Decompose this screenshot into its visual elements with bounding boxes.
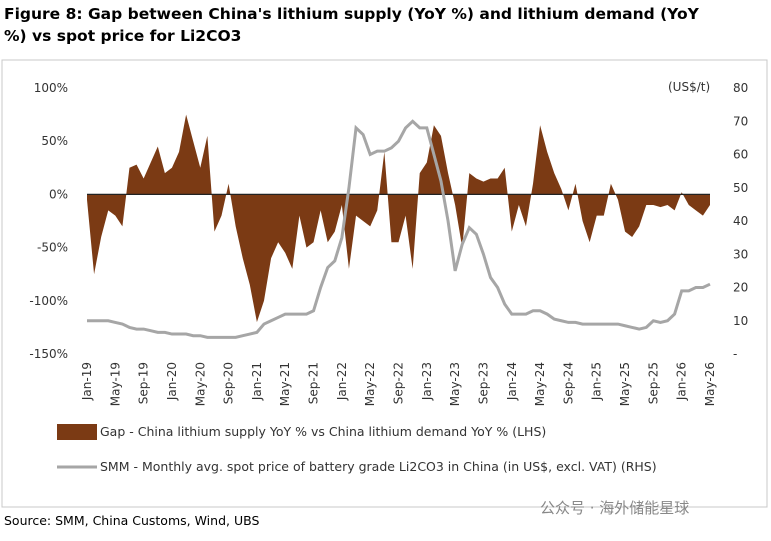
x-tick-label: Sep-25 [646,362,660,404]
x-tick-label: Sep-20 [222,362,236,404]
legend-label: Gap - China lithium supply YoY % vs Chin… [100,424,546,439]
y2-tick-label: 20 [733,281,748,295]
y-tick-label: 0% [49,187,68,201]
line [87,119,711,339]
y2-tick-label: 10 [733,314,748,328]
y-tick-label: 100% [34,81,68,95]
y2-tick-label: 30 [733,247,748,261]
y2-axis-label: (US$/t) [668,80,710,94]
x-tick-label: May-23 [448,362,462,406]
x-tick-label: May-21 [278,362,292,406]
x-tick-label: Sep-24 [561,362,575,404]
x-tick-label: May-22 [363,362,377,406]
x-tick-label: May-20 [193,362,207,406]
x-tick-label: Sep-21 [307,362,321,404]
x-tick-label: Jan-22 [335,362,349,401]
y2-tick-label: 60 [733,148,748,162]
y-tick-label: 50% [41,134,68,148]
x-tick-label: Sep-22 [392,362,406,404]
watermark: 公众号 · 海外储能星球 [540,499,689,517]
x-tick-label: Jan-19 [80,362,94,401]
area [87,114,710,323]
legend-swatch [57,424,97,440]
source: Source: SMM, China Customs, Wind, UBS [4,513,259,528]
x-tick-label: Jan-21 [250,362,264,401]
x-tick-label: May-26 [703,362,717,406]
y2-tick-label: 80 [733,81,748,95]
y-tick-label: -100% [29,294,68,308]
x-tick-label: Sep-23 [476,362,490,404]
legend-label: SMM - Monthly avg. spot price of battery… [100,459,657,474]
x-tick-label: Jan-26 [675,362,689,401]
y2-tick-label: 40 [733,214,748,228]
chart-frame [1,59,768,508]
chart-title: Figure 8: Gap between China's lithium su… [4,5,700,23]
x-tick-label: May-24 [533,362,547,406]
x-tick-label: May-19 [108,362,122,406]
y2-tick-label: - [733,347,737,361]
y2-tick-label: 70 [733,114,748,128]
x-tick-label: Jan-24 [505,362,519,401]
x-tick-label: Jan-25 [590,362,604,401]
x-tick-label: Jan-23 [420,362,434,401]
y-tick-label: -150% [29,347,68,361]
y-tick-label: -50% [37,241,68,255]
x-tick-label: Sep-19 [137,362,151,404]
x-tick-label: Jan-20 [165,362,179,401]
x-tick-label: May-25 [618,362,632,406]
chart-title: %) vs spot price for Li2CO3 [4,27,241,45]
y2-tick-label: 50 [733,181,748,195]
